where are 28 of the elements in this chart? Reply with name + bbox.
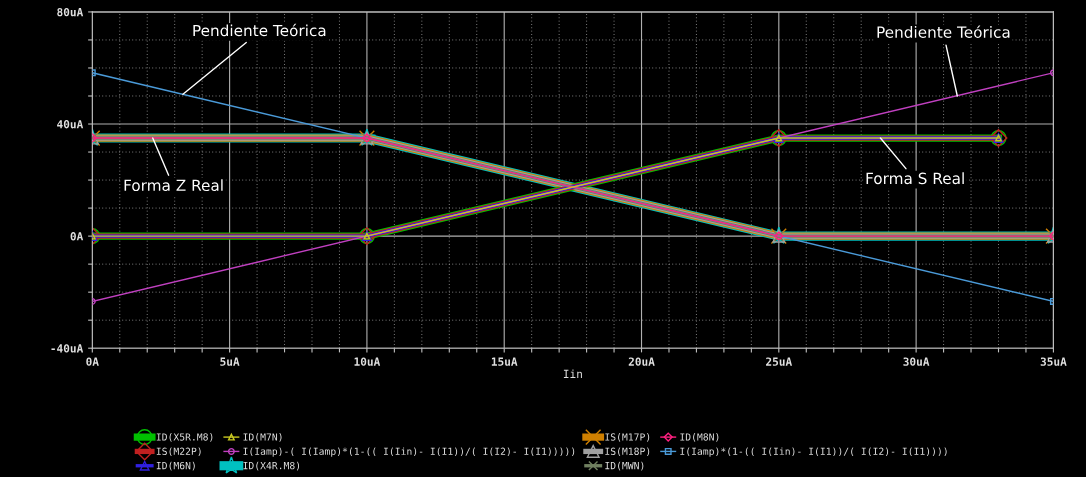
legend-label: I(Iamp)-( I(Iamp)*(1-(( I(Iin)- I(I1))/( I(I2)- I(I1))))) xyxy=(243,447,575,457)
legend-label: ID(M6N) xyxy=(156,461,195,471)
x-tick-label: 35uA xyxy=(1040,357,1067,366)
x-tick-label: 15uA xyxy=(491,357,518,366)
legend-label: ID(MWN) xyxy=(605,461,644,471)
legend-label: IS(M18P) xyxy=(605,447,650,457)
legend-label: ID(M8N) xyxy=(680,433,719,442)
x-tick-label: 30uA xyxy=(903,357,930,366)
annotation: Forma Z Real xyxy=(124,179,223,192)
x-tick-label: 5uA xyxy=(220,357,240,366)
legend-label: IS(M22P) xyxy=(156,447,201,457)
y-tick-label: 0A xyxy=(70,232,84,241)
x-tick-label: 20uA xyxy=(628,357,655,366)
legend-label: IS(M17P) xyxy=(605,433,650,442)
y-tick-label: 40uA xyxy=(57,119,84,129)
annotation: Pendiente Teórica xyxy=(877,25,1010,38)
legend-label: ID(M7N) xyxy=(243,433,282,442)
x-axis-title: Iin xyxy=(563,369,582,378)
legend-label: ID(X5R.M8) xyxy=(156,433,213,442)
x-tick-label: 10uA xyxy=(354,357,381,366)
y-tick-label: -40uA xyxy=(51,344,84,353)
legend-label: I(Iamp)*(1-(( I(Iin)- I(I1))/( I(I2)- I(I1)))) xyxy=(680,447,947,457)
y-tick-label: 80uA xyxy=(57,7,84,17)
x-tick-label: 0A xyxy=(86,357,99,366)
annotation: Pendiente Teórica xyxy=(193,23,326,37)
legend-label: ID(X4R.M8) xyxy=(243,461,300,471)
annotation: Forma S Real xyxy=(866,172,964,185)
x-tick-label: 25uA xyxy=(766,357,793,366)
